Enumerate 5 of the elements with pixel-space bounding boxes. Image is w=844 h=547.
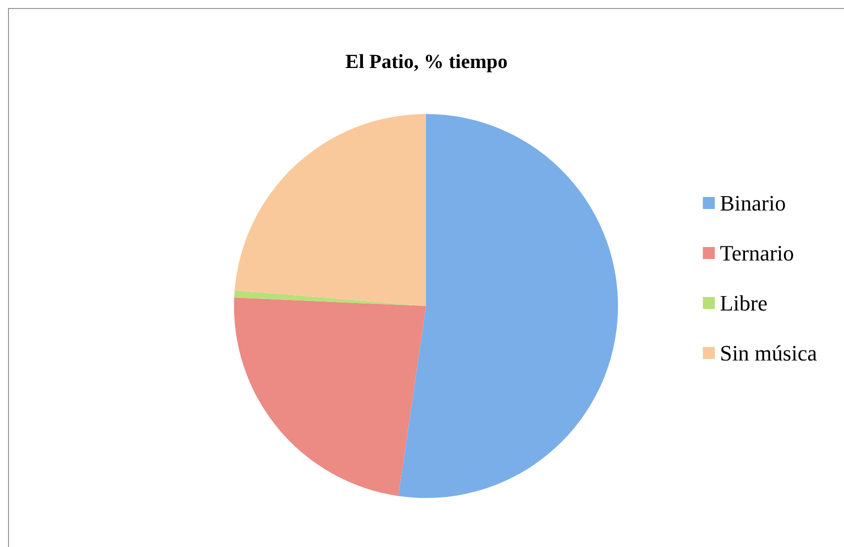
legend-label: Sin música <box>720 340 818 366</box>
legend-label: Ternario <box>720 240 794 266</box>
legend-label: Binario <box>720 190 786 216</box>
legend-label: Libre <box>720 290 768 316</box>
chart-title: El Patio, % tiempo <box>345 51 508 73</box>
